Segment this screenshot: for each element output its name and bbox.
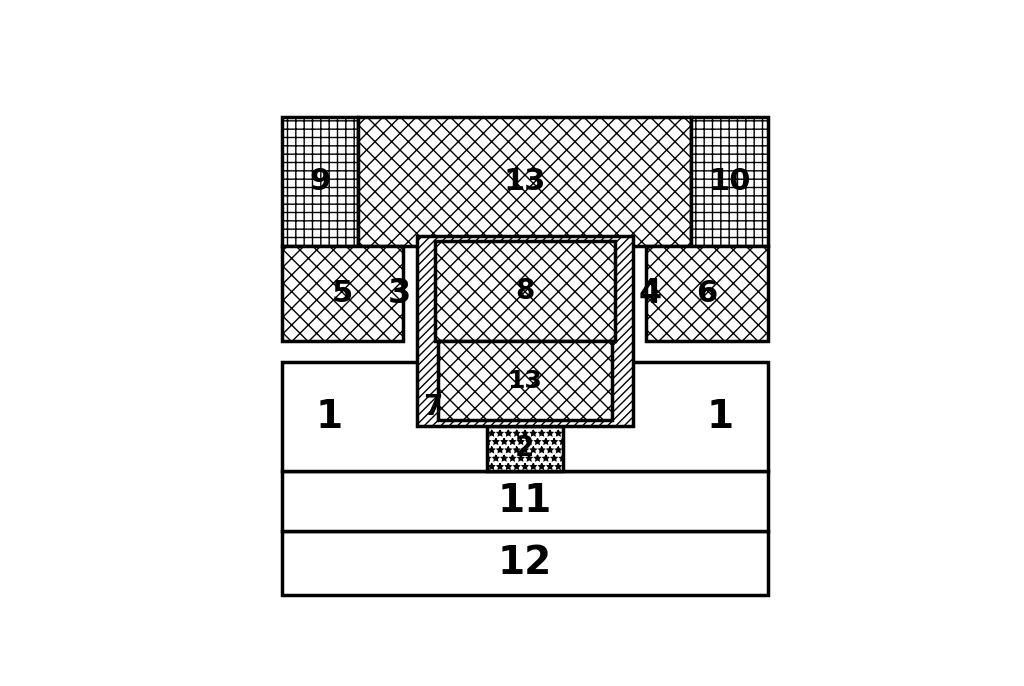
Text: 1: 1 (315, 398, 343, 436)
Text: 12: 12 (498, 544, 552, 582)
Text: 7: 7 (423, 393, 442, 421)
Bar (691, 117, 768, 246)
Bar (282, 471, 768, 531)
Bar (282, 117, 358, 246)
Text: 5: 5 (332, 279, 353, 308)
Text: 9: 9 (309, 167, 331, 196)
Bar (486, 425, 563, 471)
Text: 13: 13 (507, 369, 543, 393)
Text: 8: 8 (515, 277, 535, 305)
Bar (282, 246, 403, 341)
Text: 1: 1 (707, 398, 734, 436)
Text: 2: 2 (515, 434, 535, 462)
Bar (435, 241, 614, 341)
Text: 4: 4 (638, 277, 662, 310)
Bar (358, 117, 691, 246)
Text: 13: 13 (504, 167, 546, 196)
Bar (417, 235, 633, 425)
Bar (282, 362, 768, 471)
Bar (437, 341, 612, 421)
Text: 3: 3 (388, 277, 412, 310)
Text: 11: 11 (498, 482, 552, 520)
Text: 10: 10 (709, 167, 751, 196)
Bar (646, 246, 768, 341)
Bar (282, 531, 768, 595)
Text: 6: 6 (696, 279, 718, 308)
